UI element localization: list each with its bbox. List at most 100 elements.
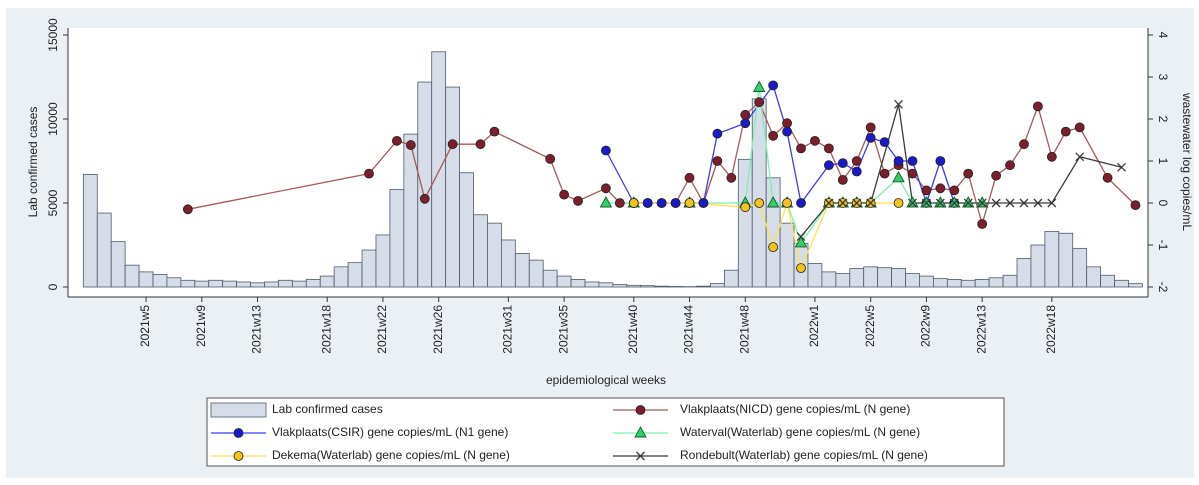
data-point <box>1019 198 1029 208</box>
bar <box>960 279 976 288</box>
data-point <box>907 168 918 179</box>
data-point <box>1005 198 1015 208</box>
x-tick-label: 2021w48 <box>737 305 751 354</box>
x-tick-label: 2021w35 <box>556 305 570 354</box>
bar <box>347 262 363 288</box>
bar <box>668 286 683 288</box>
x-tick-label: 2021w9 <box>194 305 208 347</box>
bar <box>417 81 433 288</box>
data-point <box>740 118 751 129</box>
data-point <box>628 198 639 208</box>
bar <box>514 252 530 288</box>
legend-item: Rondebult(Waterlab) gene copies/mL (N ge… <box>613 448 928 462</box>
data-point <box>601 145 611 156</box>
data-point <box>754 97 765 108</box>
data-point <box>712 128 723 139</box>
bar <box>626 284 642 288</box>
data-point <box>545 153 556 164</box>
data-point <box>975 196 989 208</box>
x-tick-label: 2022w13 <box>974 305 988 354</box>
data-point <box>726 172 737 183</box>
data-point <box>977 198 987 208</box>
bar <box>556 275 572 288</box>
legend-item: Vlakplaats(NICD) gene copies/mL (N gene) <box>613 402 910 416</box>
plot-area <box>68 28 1148 297</box>
y2-tick-label: 3 <box>1156 74 1170 81</box>
legend-label: Rondebult(Waterlab) gene copies/mL (N ge… <box>680 448 928 462</box>
legend-marker <box>233 428 244 438</box>
data-point <box>475 139 486 150</box>
legend-swatch <box>210 402 267 418</box>
legend-item: Lab confirmed cases <box>210 402 383 418</box>
data-point <box>1033 101 1043 112</box>
x-tick-label: 2021w5 <box>138 305 152 347</box>
bar <box>612 284 628 288</box>
y-tick-label: 15000 <box>46 18 60 52</box>
bar <box>849 268 865 288</box>
bar <box>1128 283 1143 288</box>
data-point <box>893 198 904 208</box>
data-point <box>810 135 820 146</box>
data-point <box>768 242 779 253</box>
legend-label: Waterval(Waterlab) gene copies/mL (N gen… <box>680 425 920 439</box>
bar <box>389 189 405 288</box>
bar <box>403 133 419 288</box>
data-point <box>794 235 808 248</box>
data-point <box>851 166 862 177</box>
data-point <box>852 198 862 208</box>
bar <box>598 282 614 288</box>
bar <box>250 282 265 288</box>
data-point <box>894 99 904 109</box>
bar <box>96 212 112 288</box>
data-point <box>935 183 946 194</box>
data-point <box>796 263 806 274</box>
y2-tick-label: 1 <box>1156 158 1170 165</box>
x-tick-label: 2021w22 <box>375 305 389 354</box>
bar <box>542 269 558 288</box>
bar <box>1058 232 1074 288</box>
data-point <box>1130 200 1141 211</box>
data-point <box>405 140 416 150</box>
data-point <box>1033 198 1043 208</box>
bar <box>236 281 251 288</box>
data-point <box>182 204 193 215</box>
data-point <box>837 174 848 185</box>
bar <box>431 51 447 288</box>
bar <box>208 279 224 288</box>
data-point <box>1046 151 1057 162</box>
bar <box>138 271 154 288</box>
bar <box>459 172 474 288</box>
bar <box>110 241 126 288</box>
data-point <box>865 132 876 143</box>
data-point <box>1019 139 1029 150</box>
data-point <box>921 185 932 196</box>
y2-tick-label: 2 <box>1156 116 1170 123</box>
data-point <box>893 156 904 166</box>
data-point <box>991 198 1001 208</box>
bar <box>194 280 210 288</box>
legend-label: Dekema(Waterlab) gene copies/mL (N gene) <box>272 448 510 462</box>
bar <box>1016 258 1032 288</box>
bar <box>905 273 920 288</box>
x-tick-label: 2021w26 <box>431 305 445 354</box>
legend-item: Vlakplaats(CSIR) gene copies/mL (N1 gene… <box>211 425 508 439</box>
bar <box>584 281 600 288</box>
x-tick-label: 2021w31 <box>501 305 515 354</box>
data-point <box>573 195 583 206</box>
data-point <box>642 198 653 208</box>
data-point <box>796 232 806 242</box>
legend-label: Vlakplaats(CSIR) gene copies/mL (N1 gene… <box>272 425 508 439</box>
data-point <box>796 143 806 154</box>
bar <box>932 278 948 288</box>
bar <box>877 267 892 288</box>
legend-box <box>206 397 1005 467</box>
data-point <box>599 196 613 208</box>
data-point <box>948 196 961 208</box>
legend-label: Vlakplaats(NICD) gene copies/mL (N gene) <box>680 402 910 416</box>
data-point <box>1060 126 1071 137</box>
data-point <box>823 143 834 154</box>
data-point <box>768 80 779 91</box>
data-point <box>1005 160 1015 171</box>
bar <box>166 277 182 288</box>
data-point <box>949 198 959 208</box>
